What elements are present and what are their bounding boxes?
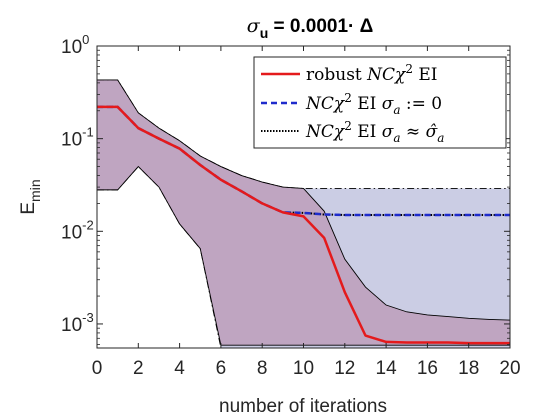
plot-frame [96, 45, 511, 349]
band-robust-upper-edge [97, 79, 510, 321]
legend-est-sub: a [393, 131, 400, 145]
y-tick-exponent: -2 [82, 217, 94, 232]
y-tick-base: 10 [61, 315, 82, 336]
x-tick-label: 20 [499, 358, 520, 379]
y-axis-label-main: E [18, 202, 39, 215]
y-axis-label-sub: min [27, 179, 43, 202]
x-tick-label: 6 [216, 358, 227, 379]
legend-est-italic: NCχ [305, 122, 346, 142]
legend-est-sup: 2 [344, 119, 352, 133]
lines-layer [97, 105, 510, 345]
legend-zero-italic: NCχ [305, 94, 346, 114]
y-tick-label: 100 [61, 32, 89, 58]
x-tick-label: 10 [293, 358, 314, 379]
series-robust-line [97, 105, 510, 345]
legend-entry-robust: robust NCχ2 EI [306, 62, 438, 85]
legend-est-italic2: σ [382, 122, 394, 142]
legend-est-sub2: a [437, 131, 444, 145]
y-tick-exponent: -3 [82, 310, 94, 325]
y-tick-label: 10-2 [61, 217, 94, 243]
legend-zero-sub: a [393, 103, 400, 117]
title-sub: u [260, 25, 269, 41]
y-tick-label: 10-3 [61, 310, 94, 336]
y-tick-base: 10 [61, 130, 82, 151]
legend-robust-sup: 2 [405, 62, 413, 76]
y-tick-base: 10 [61, 222, 82, 243]
chart-title: σu = 0.0001· Δ [247, 15, 374, 41]
legend-est-p2: ≈ [401, 122, 426, 142]
y-tick-exponent: 0 [82, 32, 89, 47]
x-tick-label: 18 [458, 358, 479, 379]
legend-est-italic3: σ̂ [426, 122, 438, 142]
x-tick-label: 14 [376, 358, 398, 379]
x-tick-label: 4 [174, 358, 185, 379]
x-tick-label: 16 [417, 358, 438, 379]
x-tick-label: 0 [92, 358, 103, 379]
band-robust-fill [97, 79, 510, 346]
legend-zero-p1: EI [352, 94, 382, 114]
title-rest: = 0.0001· Δ [268, 16, 373, 37]
legend-zero-italic2: σ [382, 94, 394, 114]
legend-robust-p1: robust [306, 65, 367, 85]
title-sigma: σ [247, 15, 261, 37]
x-tick-label: 12 [334, 358, 355, 379]
legend-entry-zero: NCχ2 EI σa := 0 [305, 91, 442, 117]
y-tick-exponent: -1 [82, 125, 94, 140]
x-axis-label: number of iterations [219, 396, 387, 417]
y-tick-label: 10-1 [61, 125, 94, 151]
legend-entry-estimated: NCχ2 EI σa ≈ σ̂a [305, 119, 444, 145]
legend-robust-p2: EI [413, 65, 438, 85]
legend-zero-sup: 2 [344, 91, 352, 105]
legend-robust-italic: NCχ [366, 65, 407, 85]
legend: robust NCχ2 EI NCχ2 EI σa := 0 NCχ2 EI σ… [253, 56, 507, 149]
x-tick-label: 8 [257, 358, 268, 379]
y-tick-base: 10 [61, 37, 82, 58]
y-axis-label: Emin [18, 179, 43, 214]
x-tick-label: 2 [133, 358, 144, 379]
legend-zero-p2: := 0 [401, 94, 443, 114]
legend-est-p1: EI [352, 122, 382, 142]
